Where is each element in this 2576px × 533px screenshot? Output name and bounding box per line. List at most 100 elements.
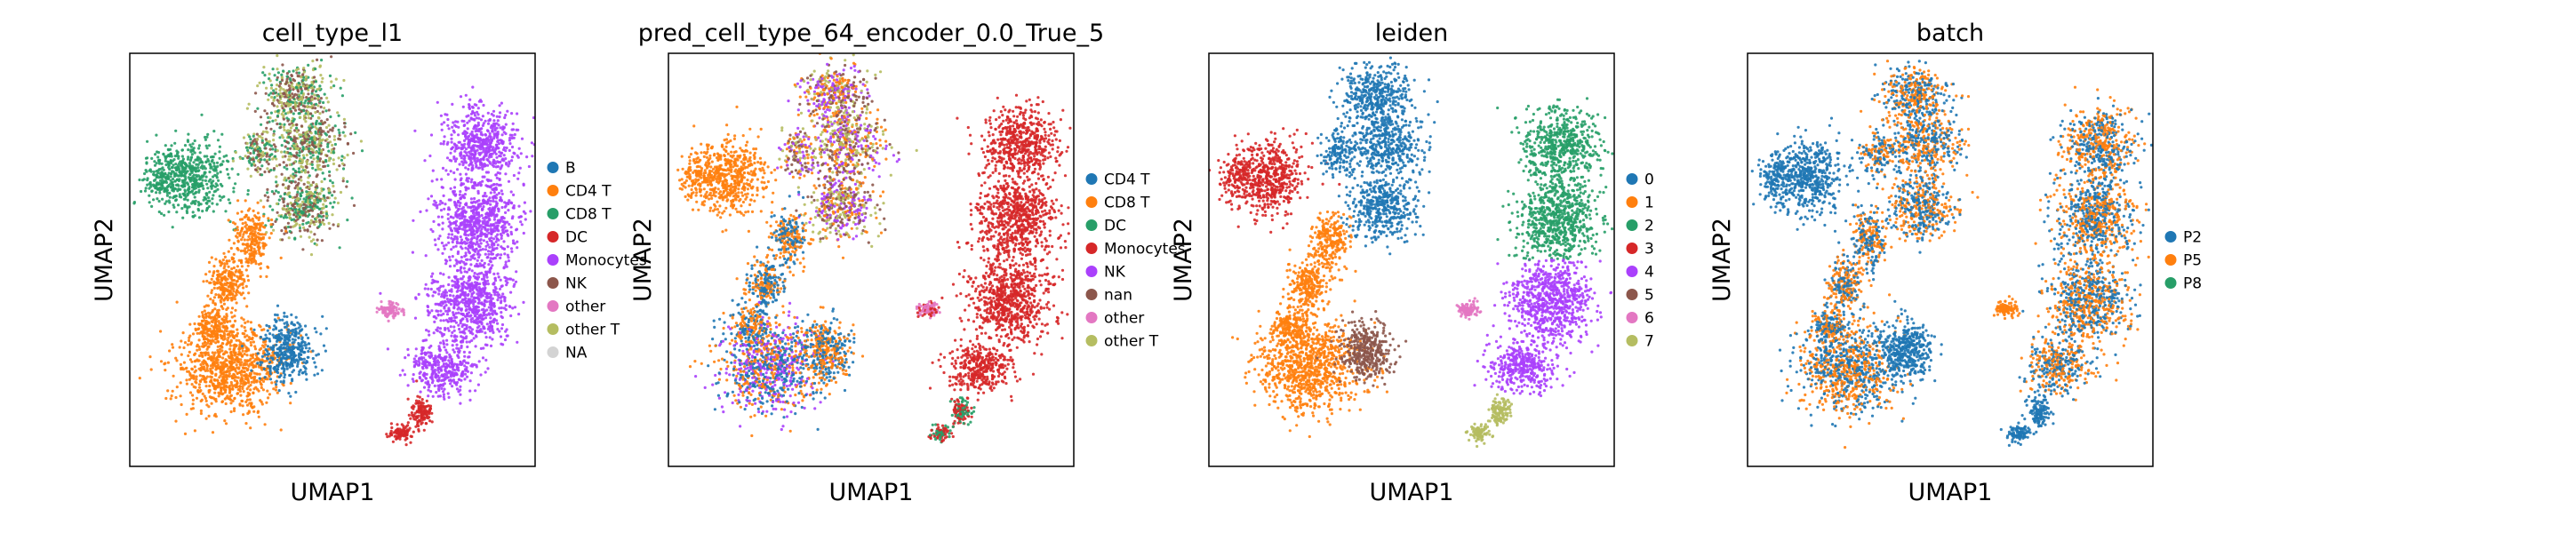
umap-point: [172, 189, 175, 193]
umap-point: [500, 189, 503, 193]
umap-point: [455, 237, 460, 241]
umap-point: [323, 92, 326, 96]
umap-point: [288, 216, 292, 219]
umap-point: [212, 130, 216, 133]
umap-point: [497, 161, 500, 164]
umap-point: [299, 324, 302, 328]
umap-point: [206, 132, 210, 136]
umap-point: [234, 353, 237, 356]
umap-point: [517, 147, 521, 150]
umap-point: [271, 208, 275, 211]
umap-point: [224, 210, 228, 213]
umap-point: [286, 187, 290, 190]
umap-point: [164, 202, 167, 205]
umap-point: [174, 163, 178, 166]
umap-point: [328, 170, 332, 173]
umap-point: [317, 151, 321, 155]
umap-point: [324, 133, 328, 137]
umap-point: [492, 109, 496, 113]
umap-point: [159, 167, 163, 171]
umap-point: [478, 245, 482, 249]
umap-point: [453, 159, 458, 163]
umap-point: [168, 191, 172, 195]
umap-point: [152, 179, 156, 182]
umap-point: [204, 167, 207, 171]
umap-point: [212, 360, 215, 363]
umap-point: [313, 223, 316, 227]
umap-point: [281, 63, 284, 67]
umap-point: [510, 128, 514, 131]
umap-point: [300, 87, 303, 91]
umap-point: [516, 240, 519, 243]
umap-point: [458, 140, 461, 144]
umap-point: [215, 317, 219, 321]
umap-point: [286, 111, 290, 115]
umap-point: [262, 153, 266, 157]
umap-point: [241, 274, 244, 277]
umap-point: [206, 334, 210, 338]
umap-point: [222, 266, 226, 270]
umap-point: [196, 343, 199, 346]
umap-point: [213, 391, 217, 394]
umap-point: [283, 311, 286, 314]
umap-point: [432, 203, 436, 206]
umap-point: [202, 280, 205, 283]
umap-point: [292, 354, 296, 358]
umap-point: [326, 163, 330, 168]
umap-point: [206, 341, 210, 345]
umap-point: [423, 159, 427, 163]
umap-point: [259, 382, 263, 386]
umap-point: [202, 187, 205, 190]
umap-point: [198, 157, 203, 161]
umap-point: [472, 139, 476, 142]
umap-point: [326, 145, 330, 148]
umap-point: [297, 343, 300, 346]
umap-point: [281, 318, 284, 322]
umap-point: [301, 371, 305, 375]
umap-point: [332, 84, 336, 88]
umap-point: [257, 228, 260, 232]
umap-point: [442, 194, 445, 197]
umap-point: [412, 219, 415, 222]
umap-point: [266, 345, 269, 348]
umap-point: [485, 157, 489, 162]
umap-point: [450, 133, 453, 137]
umap-point: [478, 166, 482, 170]
umap-point: [264, 138, 268, 141]
umap-point: [206, 369, 210, 372]
umap-point: [249, 174, 252, 178]
umap-point: [252, 255, 256, 259]
umap-point: [288, 191, 292, 195]
umap-point: [169, 159, 172, 163]
umap-point: [180, 155, 184, 158]
umap-point: [457, 125, 460, 129]
umap-point: [343, 125, 347, 129]
umap-point: [497, 139, 500, 142]
umap-point: [478, 140, 482, 144]
umap-point: [287, 176, 291, 180]
umap-point: [228, 386, 231, 389]
umap-point: [309, 230, 313, 234]
umap-point: [443, 121, 446, 124]
umap-point: [485, 185, 490, 188]
umap-point: [174, 166, 179, 170]
umap-point: [205, 367, 209, 370]
umap-point: [189, 156, 193, 160]
umap-point: [233, 228, 237, 232]
umap-point: [470, 130, 474, 134]
umap-point: [194, 328, 197, 332]
umap-point: [240, 373, 244, 377]
umap-point: [434, 243, 437, 247]
umap-point: [223, 360, 227, 363]
umap-point: [319, 144, 323, 147]
umap-point: [240, 399, 244, 402]
umap-point: [498, 115, 501, 119]
umap-point: [177, 167, 180, 171]
umap-point: [318, 135, 322, 139]
umap-point: [303, 101, 307, 105]
umap-point: [206, 294, 210, 298]
umap-point: [315, 354, 318, 357]
umap-point: [511, 122, 515, 125]
umap-point: [324, 204, 328, 209]
umap-point: [248, 228, 252, 232]
